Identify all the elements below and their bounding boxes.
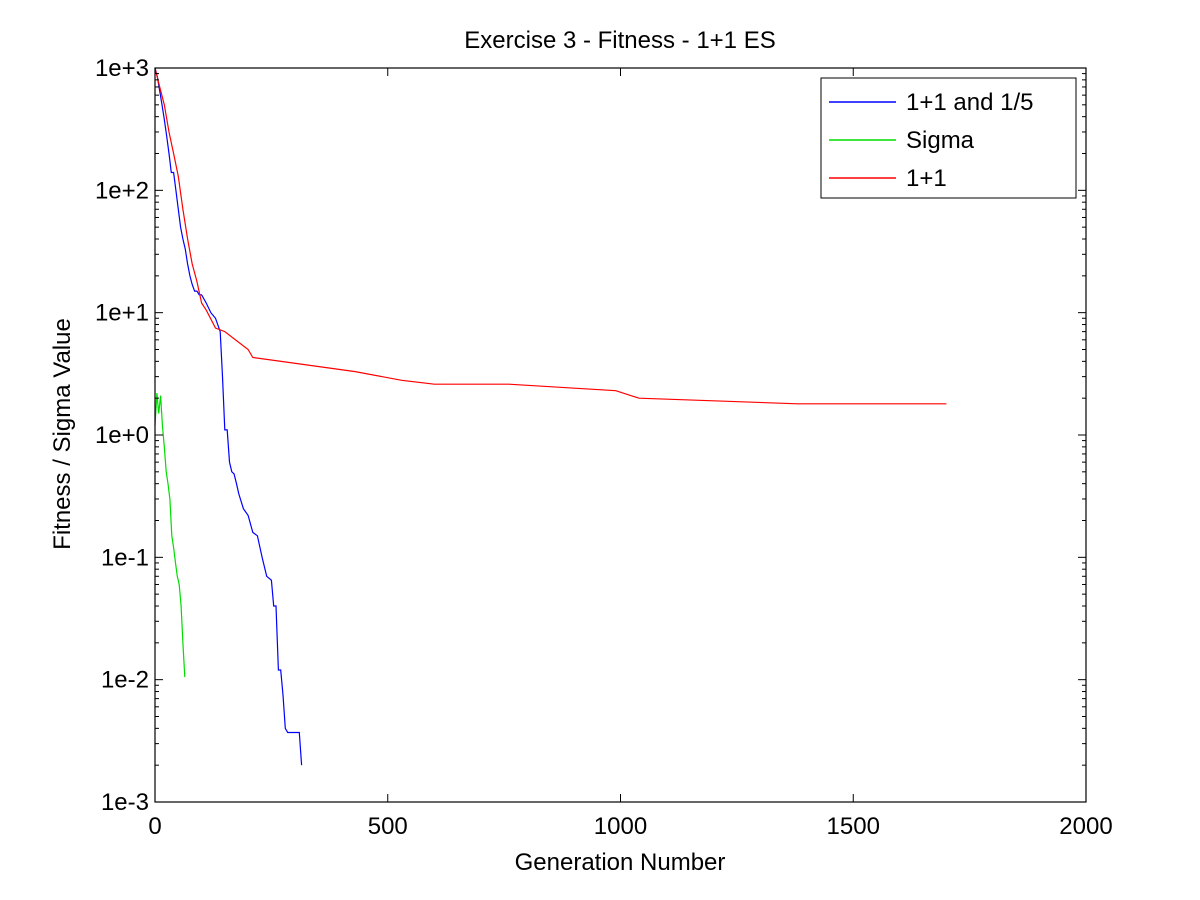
x-tick-label: 500 bbox=[368, 813, 408, 840]
x-tick-label: 2000 bbox=[1059, 813, 1112, 840]
series-line-1 bbox=[154, 393, 186, 678]
x-axis-label: Generation Number bbox=[515, 849, 726, 876]
y-tick-label: 1e+0 bbox=[95, 422, 149, 449]
x-tick-label: 0 bbox=[148, 813, 161, 840]
series-line-2 bbox=[154, 67, 947, 405]
plot-area: 0 500 1000 1500 2000 1e-3 1e-2 1e-1 1e+0 1e+1 1e+2… bbox=[95, 55, 1113, 840]
tick-layer: 0 500 1000 1500 2000 1e-3 1e-2 1e-1 1e+0 1e+1 1e+2… bbox=[95, 55, 1113, 840]
legend: 1+1 and 1/5 Sigma 1+1 bbox=[820, 77, 1077, 199]
series-line-0 bbox=[154, 67, 303, 766]
legend-label-2: 1+1 bbox=[906, 165, 947, 192]
series-layer bbox=[154, 67, 947, 766]
y-tick-label: 1e-1 bbox=[101, 544, 149, 571]
x-tick-label: 1500 bbox=[827, 813, 880, 840]
chart-title: Exercise 3 - Fitness - 1+1 ES bbox=[464, 27, 775, 54]
y-tick-label: 1e+1 bbox=[95, 300, 149, 327]
y-tick-label: 1e+3 bbox=[95, 55, 149, 82]
y-tick-label: 1e-3 bbox=[101, 789, 149, 816]
y-tick-label: 1e-2 bbox=[101, 667, 149, 694]
legend-label-0: 1+1 and 1/5 bbox=[906, 89, 1033, 116]
legend-label-1: Sigma bbox=[906, 127, 975, 154]
x-tick-label: 1000 bbox=[594, 813, 647, 840]
y-tick-label: 1e+2 bbox=[95, 177, 149, 204]
y-axis-label: Fitness / Sigma Value bbox=[49, 318, 76, 550]
